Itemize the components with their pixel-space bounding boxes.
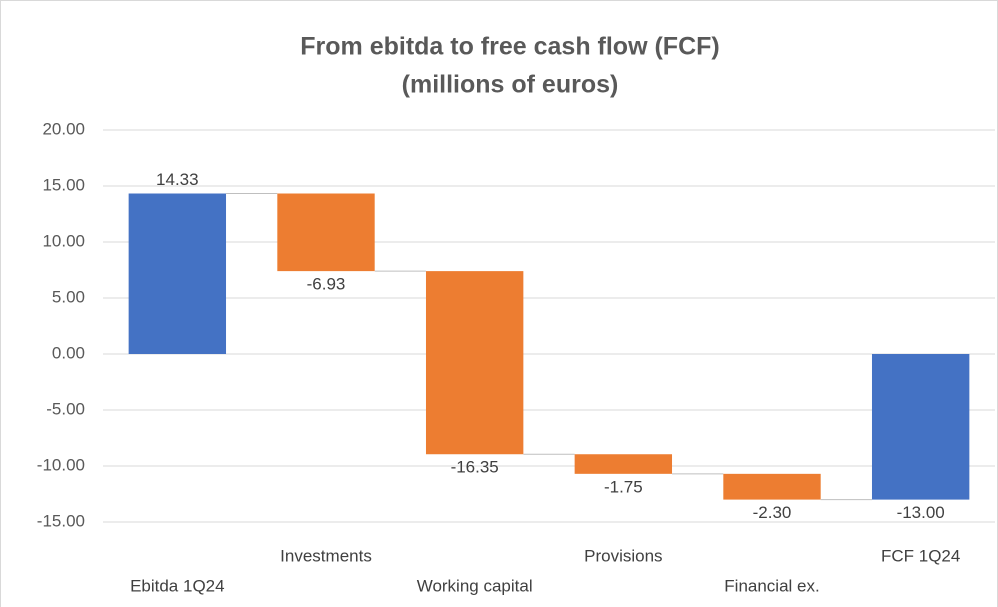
chart-title: From ebitda to free cash flow (FCF) [300,33,719,61]
bar [277,193,375,272]
y-tick-label: 0.00 [52,343,85,362]
y-tick-label: -10.00 [37,455,85,474]
chart-subtitle: (millions of euros) [402,71,619,99]
x-tick-label: FCF 1Q24 [881,546,960,565]
value-label: -2.30 [753,503,792,522]
x-tick-label: Provisions [584,546,662,565]
y-tick-label: 20.00 [42,119,85,138]
bar [574,454,673,474]
bar [128,193,227,354]
y-tick-label: -15.00 [37,511,85,530]
value-label: -13.00 [897,503,945,522]
value-label: -1.75 [604,477,643,496]
bar [425,271,524,455]
value-label: 14.33 [156,170,199,189]
x-tick-label: Ebitda 1Q24 [130,576,225,595]
y-tick-label: -5.00 [46,399,85,418]
x-tick-label: Investments [280,546,372,565]
value-label: -6.93 [307,275,346,294]
y-tick-label: 5.00 [52,287,85,306]
x-tick-label: Working capital [417,576,533,595]
y-tick-label: 10.00 [42,231,85,250]
y-tick-label: 15.00 [42,175,85,194]
value-label: -16.35 [451,458,499,477]
bar [723,473,821,500]
bar [871,354,970,500]
x-tick-label: Financial ex. [724,576,819,595]
